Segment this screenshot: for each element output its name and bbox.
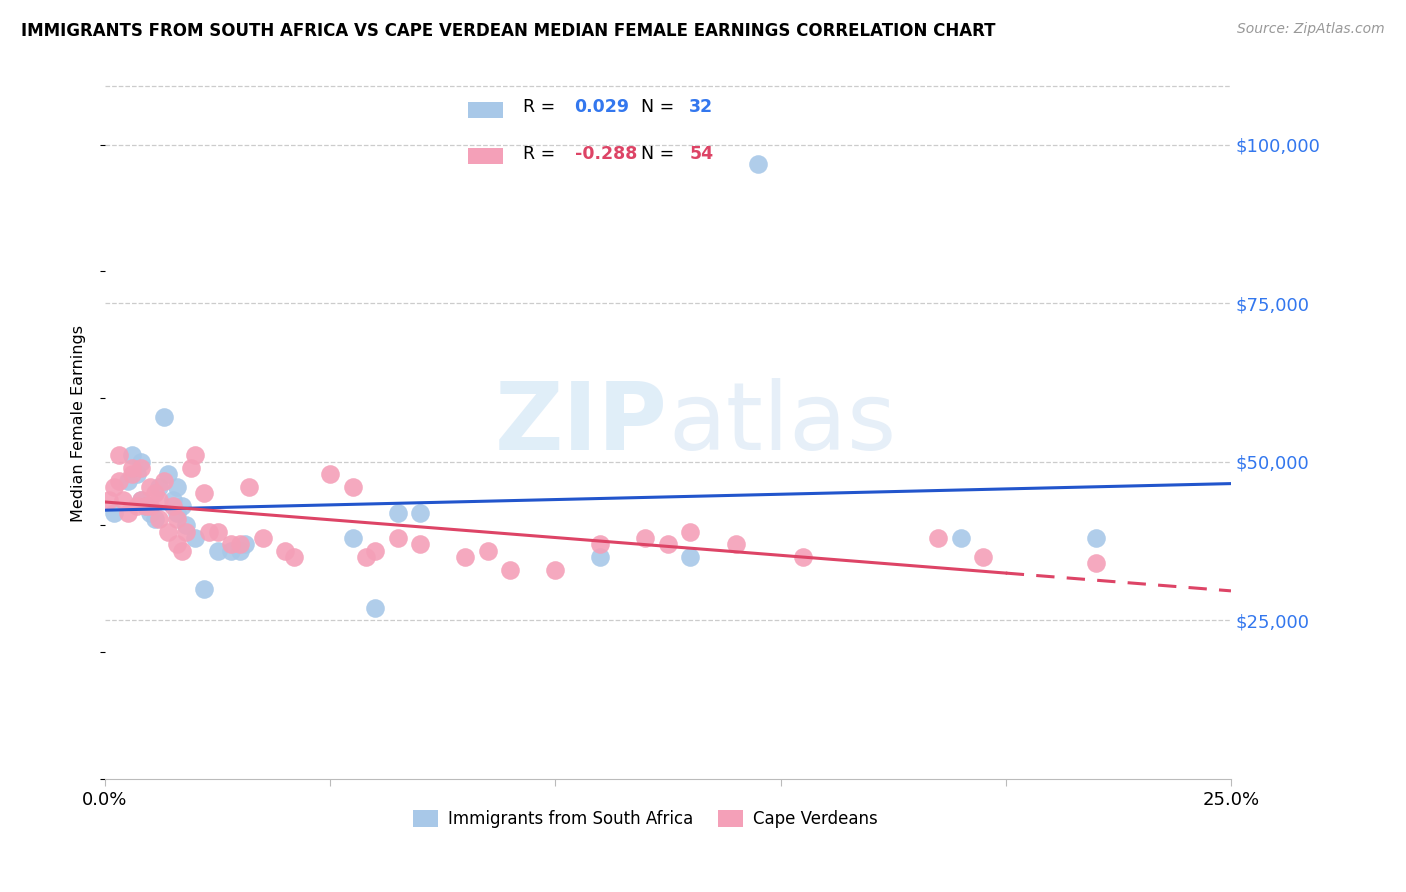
Point xyxy=(238,480,260,494)
Point xyxy=(207,524,229,539)
Point xyxy=(180,461,202,475)
Point xyxy=(589,549,612,564)
Point xyxy=(166,480,188,494)
Point xyxy=(219,543,242,558)
Point xyxy=(747,156,769,170)
Point xyxy=(724,537,747,551)
Point xyxy=(229,537,252,551)
Point xyxy=(634,531,657,545)
Point xyxy=(170,499,193,513)
Point xyxy=(342,531,364,545)
Point xyxy=(148,480,170,494)
Point xyxy=(135,499,157,513)
Point xyxy=(949,531,972,545)
Point xyxy=(139,506,162,520)
Point xyxy=(233,537,256,551)
Point xyxy=(193,582,215,596)
Point xyxy=(477,543,499,558)
Point xyxy=(409,506,432,520)
Point xyxy=(107,474,129,488)
Point xyxy=(157,524,180,539)
Point xyxy=(148,512,170,526)
Point xyxy=(229,543,252,558)
Point xyxy=(193,486,215,500)
Point xyxy=(139,480,162,494)
Point xyxy=(792,549,814,564)
Point xyxy=(170,543,193,558)
Point xyxy=(1084,556,1107,570)
Point xyxy=(125,499,148,513)
Point xyxy=(166,512,188,526)
Point xyxy=(454,549,477,564)
Point xyxy=(117,474,139,488)
Text: atlas: atlas xyxy=(668,377,896,470)
Point xyxy=(679,524,702,539)
Point xyxy=(107,449,129,463)
Point xyxy=(387,506,409,520)
Point xyxy=(111,492,134,507)
Point xyxy=(125,467,148,482)
Point xyxy=(121,449,143,463)
Point xyxy=(972,549,994,564)
Point xyxy=(184,531,207,545)
Point xyxy=(162,492,184,507)
Point xyxy=(129,492,152,507)
Point xyxy=(364,543,387,558)
Point xyxy=(252,531,274,545)
Point xyxy=(121,461,143,475)
Point xyxy=(152,474,174,488)
Text: Source: ZipAtlas.com: Source: ZipAtlas.com xyxy=(1237,22,1385,37)
Point xyxy=(589,537,612,551)
Point xyxy=(121,467,143,482)
Point xyxy=(157,467,180,482)
Point xyxy=(364,600,387,615)
Point xyxy=(342,480,364,494)
Point xyxy=(148,492,170,507)
Point xyxy=(207,543,229,558)
Point xyxy=(129,461,152,475)
Point xyxy=(657,537,679,551)
Point xyxy=(135,499,157,513)
Point xyxy=(387,531,409,545)
Point xyxy=(117,506,139,520)
Text: IMMIGRANTS FROM SOUTH AFRICA VS CAPE VERDEAN MEDIAN FEMALE EARNINGS CORRELATION : IMMIGRANTS FROM SOUTH AFRICA VS CAPE VER… xyxy=(21,22,995,40)
Point xyxy=(174,524,197,539)
Point xyxy=(129,455,152,469)
Point xyxy=(184,449,207,463)
Point xyxy=(219,537,242,551)
Point xyxy=(1084,531,1107,545)
Point xyxy=(98,492,121,507)
Point xyxy=(162,499,184,513)
Point xyxy=(409,537,432,551)
Point xyxy=(354,549,377,564)
Point xyxy=(139,499,162,513)
Point xyxy=(283,549,305,564)
Point xyxy=(679,549,702,564)
Y-axis label: Median Female Earnings: Median Female Earnings xyxy=(72,326,86,522)
Point xyxy=(544,563,567,577)
Legend: Immigrants from South Africa, Cape Verdeans: Immigrants from South Africa, Cape Verde… xyxy=(406,803,884,835)
Point xyxy=(274,543,297,558)
Point xyxy=(129,492,152,507)
Point xyxy=(197,524,219,539)
Point xyxy=(152,410,174,425)
Point xyxy=(174,518,197,533)
Point xyxy=(143,512,166,526)
Point xyxy=(103,506,125,520)
Point xyxy=(927,531,949,545)
Point xyxy=(143,486,166,500)
Text: ZIP: ZIP xyxy=(495,377,668,470)
Point xyxy=(499,563,522,577)
Point xyxy=(103,480,125,494)
Point xyxy=(319,467,342,482)
Point xyxy=(166,506,188,520)
Point xyxy=(166,537,188,551)
